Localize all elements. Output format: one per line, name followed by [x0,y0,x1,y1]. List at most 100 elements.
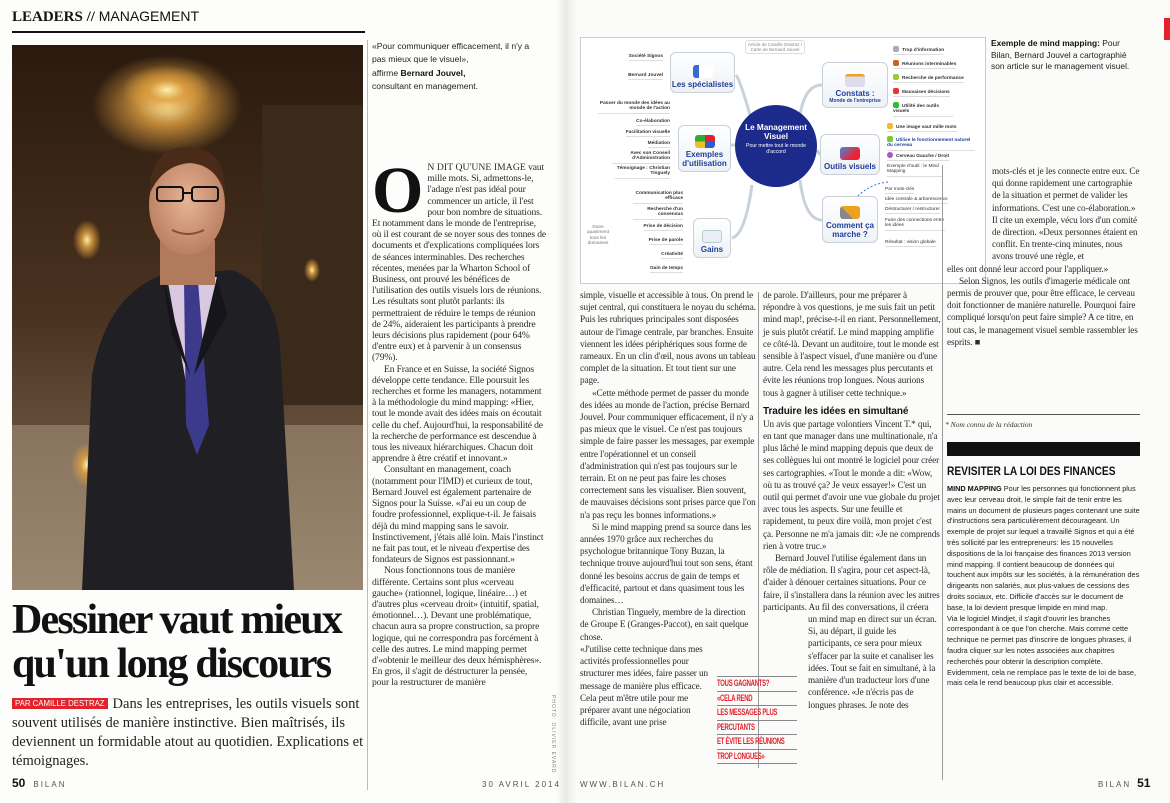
map-item: Bernard Jouvel [628,73,663,81]
branch-line [798,83,823,116]
map-note-gains: Dans quasiment tous les domaines [586,225,610,247]
quote-text: «Pour communiquer efficacement, il n'y a… [372,41,530,65]
article-title: Dessiner vaut mieux qu'un long discours [12,597,343,687]
caption-lead: Exemple de mind mapping: [991,38,1100,48]
map-item: Mauvaises décisions [893,88,950,98]
paragraph: «Cette méthode permet de passer du monde… [580,387,756,520]
magazine-name: BILAN [1098,780,1132,789]
node-label: Les spécialistes [671,80,734,89]
node-exemples: Exemples d'utilisation [678,125,731,172]
node-specialistes: Les spécialistes [670,52,735,93]
map-item-label: Utilise le fonctionnement naturel du cer… [887,138,971,149]
map-center: Le Management Visuel Pour mettre tout le … [735,105,817,187]
puzzle-icon [694,135,715,148]
map-item: Recherche d'un consensus [633,207,683,220]
box-title: REVISITER LA LOI DES FINANCES [947,464,1116,478]
map-item-label: Utilité des outils visuels [893,104,940,115]
article-column-3: de parole. D'ailleurs, pour me préparer … [763,289,941,711]
leaf-icon [887,136,893,142]
map-item: Facilitation visuelle [625,130,670,138]
pull-quote-text: LES MESSAGES PLUS [717,707,778,719]
box-text: MIND MAPPING Pour les personnes qui fonc… [947,484,1140,689]
branch-line [734,74,752,116]
cross-icon [893,88,899,94]
list-icon [692,65,713,78]
box-lead: MIND MAPPING [947,484,1002,493]
section-label: LEADERS // [12,9,95,25]
box-paragraph: Via le logiciel Mindjet, il s'agit d'ouv… [947,613,1137,688]
map-item: Cerveau Gauche / Droit [887,152,950,162]
paragraph: vaut mille mots. Si, admettons-le, l'ada… [372,162,546,364]
node-label: Gains [700,245,724,254]
pull-quote-line: «CELA REND [717,690,797,706]
footnote: * Nom connu de la rédaction [945,420,1033,429]
map-item-label: Mauvaises décisions [902,90,950,95]
map-item: Créativité [661,252,683,260]
map-item: Faire des connections entre les idées [885,218,945,231]
map-item-label: Une image vaut mille mots [896,125,957,130]
footer-right: BILAN 51 [1098,776,1150,790]
paragraph: Consultant en management, coach (notamme… [372,464,544,566]
column-rule [758,292,759,768]
article-column-2: simple, visuelle et accessible à tous. O… [580,289,756,728]
page-number: 50 [12,776,26,790]
box-paragraph: Pour les personnes qui fonctionnent plus… [947,484,1140,612]
paragraph: Nous fonctionnons tous de manière différ… [372,565,542,689]
connector-arrow [857,181,889,197]
pull-quote-line: LES MESSAGES PLUS [717,705,797,720]
caption-text: Pour Bilan, Bernard Jouvel a cartographi… [991,38,1130,72]
map-item: Utilise le fonctionnement naturel du cer… [887,136,975,151]
map-item: Société Signos [628,54,663,62]
map-item: Par mots-clés [885,187,915,195]
map-item-label: Recherche de performance [902,76,964,81]
column-rule [942,165,943,780]
issue-date: 30 AVRIL 2014 [482,780,561,789]
footnote-rule [947,414,1140,415]
node-comment: Comment ça marche ? [822,196,878,243]
map-item: Trop d'information [893,46,945,56]
paragraph: Selon Signos, les outils d'imagerie médi… [947,275,1138,347]
pull-quote-text: «CELA REND [717,692,753,704]
pull-quote-text: TOUS GAGNANTS? [717,678,770,689]
center-subtitle: Pour mettre tout le monde d'accord [746,143,806,155]
map-item: Témoignage : Christian Tinguely [615,166,670,179]
pull-quote-text: ET ÉVITE LES RÉUNIONS [717,736,785,748]
map-note: Article de Camille Destraz / Carte de Be… [745,40,805,55]
map-item: Idée centrale & arborescence [885,197,948,205]
quote-affirm: affirme [372,67,399,78]
portrait-photo [12,45,363,590]
tools-chart-icon [840,147,860,160]
map-item: Passer du monde des idées au monde de l'… [598,101,670,114]
paragraph: «J'utilise cette technique dans mes acti… [580,643,708,728]
end-mark: ■ [974,336,981,347]
battery-icon [893,74,899,80]
subheading: Traduire les idées en simultané [763,405,909,417]
subsection-label: MANAGEMENT [98,8,200,24]
section-header: LEADERS // MANAGEMENT [12,8,199,26]
article-column-4: mots-clés et je les connecte entre eux. … [947,165,1140,348]
node-constats: Constats : Monde de l'entreprise [822,62,888,108]
box-bar [947,442,1140,456]
header-rule [12,31,365,33]
section-tab [1164,18,1170,40]
map-item: Réunions interminables [893,60,957,70]
map-item: Prise de décision [643,224,683,232]
briefcase-icon [893,60,899,66]
branch-line [798,179,823,222]
article-deck: PAR CAMILLE DESTRAZ Dans les entreprises,… [12,694,367,771]
node-label: Comment ça marche ? [825,221,874,239]
map-item: Une image vaut mille mots [887,123,957,133]
pull-quote-line: PERCUTANTS [717,719,797,735]
node-sublabel: Monde de l'entreprise [829,98,881,104]
photo-caption-quote: «Pour communiquer efficacement, il n'y a… [372,40,542,94]
map-item-label: Trop d'information [902,48,945,53]
bin-icon [893,46,899,52]
map-item: Gain de temps [649,266,683,274]
map-caption: Exemple de mind mapping: Pour Bilan, Ber… [991,38,1141,73]
byline: PAR CAMILLE DESTRAZ [12,698,108,709]
paragraph: Bernard Jouvel l'utilise également dans … [763,553,940,612]
website: WWW.BILAN.CH [580,780,666,789]
map-item-label: Réunions interminables [902,62,957,67]
